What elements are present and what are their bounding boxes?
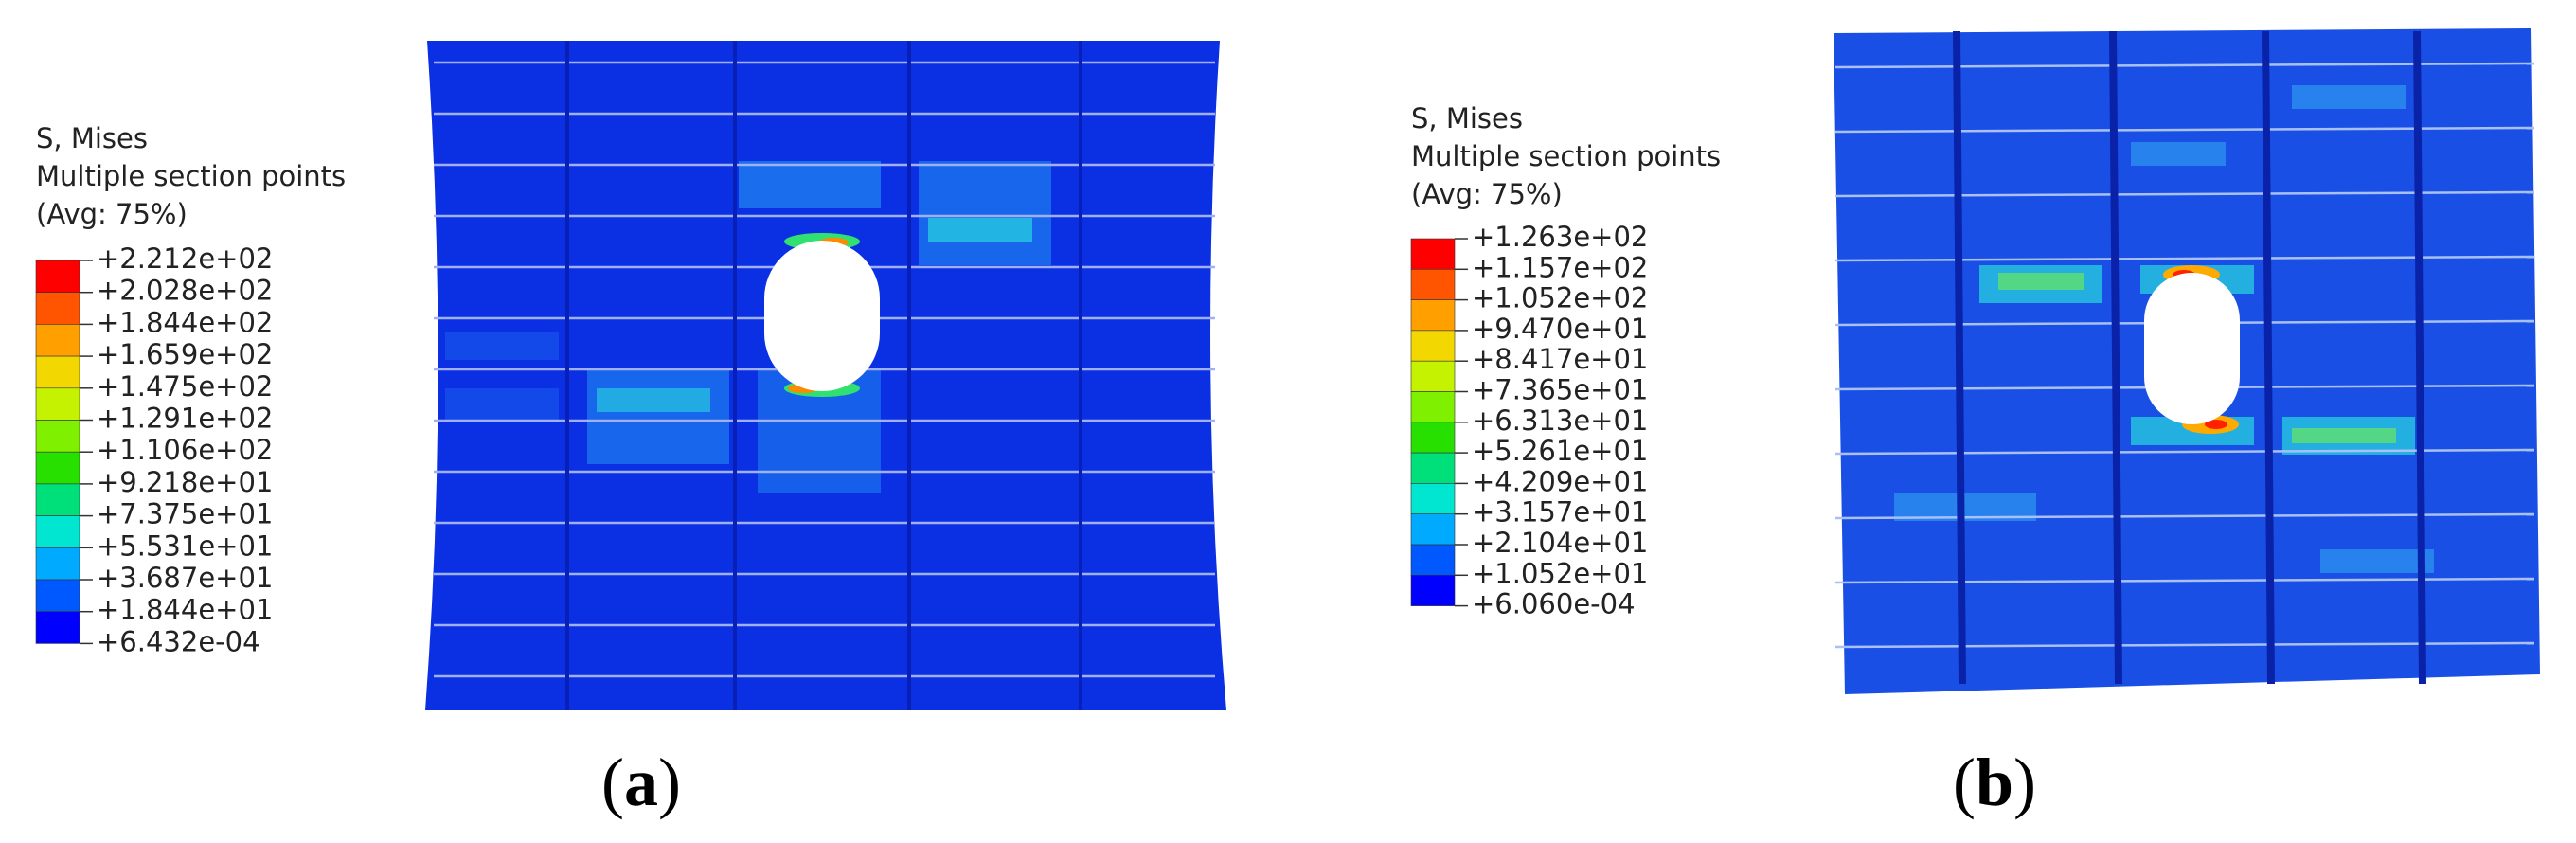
legend-level: +2.104e+01	[1472, 527, 1648, 559]
caption-paren: )	[2013, 744, 2036, 820]
legend-level: +3.687e+01	[97, 562, 273, 594]
legend-swatch	[35, 420, 80, 453]
legend-swatch	[1410, 452, 1456, 484]
legend-level: +6.432e-04	[97, 625, 260, 657]
legend-level: +1.291e+02	[97, 403, 273, 435]
hot-spot	[2205, 420, 2227, 429]
hole	[2144, 273, 2240, 424]
stress-patch	[2292, 428, 2396, 443]
stiffener	[1953, 30, 1966, 685]
legend-level: +7.375e+01	[97, 498, 273, 530]
legend-swatch	[1410, 360, 1456, 392]
legend-level: +1.106e+02	[97, 434, 273, 466]
legend-level: +1.263e+02	[1472, 221, 1648, 253]
legend-swatch	[35, 260, 80, 294]
legend-swatch	[1410, 574, 1456, 606]
legend-swatch	[1410, 391, 1456, 423]
legend-swatch	[1410, 544, 1456, 576]
legend-swatch	[1410, 422, 1456, 454]
legend-title: (Avg: 75%)	[1411, 178, 1563, 210]
legend-swatch	[1410, 330, 1456, 362]
legend-title: (Avg: 75%)	[36, 198, 188, 230]
stiffener	[2109, 30, 2122, 685]
panel-line	[1834, 577, 2535, 584]
legend-level: +5.261e+01	[1472, 435, 1648, 467]
stress-patch	[445, 388, 559, 422]
legend-level: +4.209e+01	[1472, 465, 1648, 497]
legend-level: +6.060e-04	[1472, 588, 1636, 620]
legend-swatch	[35, 451, 80, 485]
stress-patch	[739, 161, 881, 208]
legend-level: +8.417e+01	[1472, 343, 1648, 375]
legend-swatch	[35, 387, 80, 421]
legend-title: S, Mises	[36, 122, 148, 154]
legend-level: +1.052e+01	[1472, 557, 1648, 589]
legend-level: +9.218e+01	[97, 466, 273, 498]
legend-level: +1.052e+02	[1472, 282, 1648, 314]
stress-patch	[445, 332, 559, 360]
legend-swatch	[35, 324, 80, 357]
legend-level: +1.844e+01	[97, 594, 273, 626]
legend-level: +2.028e+02	[97, 275, 273, 307]
legend-level: +9.470e+01	[1472, 313, 1648, 345]
legend-swatch	[35, 515, 80, 548]
legend-level: +7.365e+01	[1472, 374, 1648, 406]
legend-level: +6.313e+01	[1472, 404, 1648, 437]
caption-paren: )	[658, 744, 681, 820]
caption-paren: (	[1953, 744, 1976, 820]
panel-line	[1834, 641, 2535, 649]
legend-level: +5.531e+01	[97, 529, 273, 562]
legend-swatch	[35, 579, 80, 613]
legend-swatch	[35, 547, 80, 581]
plate-b	[1834, 28, 2540, 694]
legend-swatch	[1410, 513, 1456, 546]
legend-level: +2.212e+02	[97, 242, 273, 275]
legend-level: +1.844e+02	[97, 306, 273, 338]
stress-patch	[597, 388, 710, 412]
stress-patch	[928, 218, 1032, 242]
stiffener	[2262, 30, 2275, 685]
legend-swatch	[35, 355, 80, 389]
stress-patch	[587, 369, 729, 464]
legend-swatch	[1410, 268, 1456, 300]
legend-title: Multiple section points	[1411, 140, 1721, 172]
legend-level: +3.157e+01	[1472, 496, 1648, 529]
stress-patch	[2320, 549, 2434, 573]
caption: (a)	[601, 744, 681, 820]
legend-level: +1.475e+02	[97, 370, 273, 403]
stress-patch	[1998, 273, 2084, 290]
legend-swatch	[1410, 299, 1456, 332]
plate-a	[425, 41, 1226, 710]
stress-patch	[919, 161, 1051, 265]
stress-patch	[2131, 142, 2226, 166]
legend-title: Multiple section points	[36, 160, 346, 192]
legend-swatch	[1410, 238, 1456, 270]
legend-level: +1.157e+02	[1472, 251, 1648, 283]
hole	[764, 241, 880, 391]
caption-letter: b	[1976, 744, 2013, 820]
caption: (b)	[1953, 744, 2036, 820]
legend-swatch	[35, 611, 80, 644]
caption-paren: (	[601, 744, 624, 820]
legend-swatch	[35, 483, 80, 516]
stiffener	[2413, 30, 2426, 685]
legend-swatch	[35, 292, 80, 325]
legend-swatch	[1410, 483, 1456, 514]
stress-patch	[2292, 85, 2406, 109]
legends: S, Mises Multiple section points (Avg: 75%…	[35, 102, 1721, 657]
legend-title: S, Mises	[1411, 102, 1523, 135]
caption-letter: a	[624, 744, 658, 820]
legend-level: +1.659e+02	[97, 338, 273, 370]
